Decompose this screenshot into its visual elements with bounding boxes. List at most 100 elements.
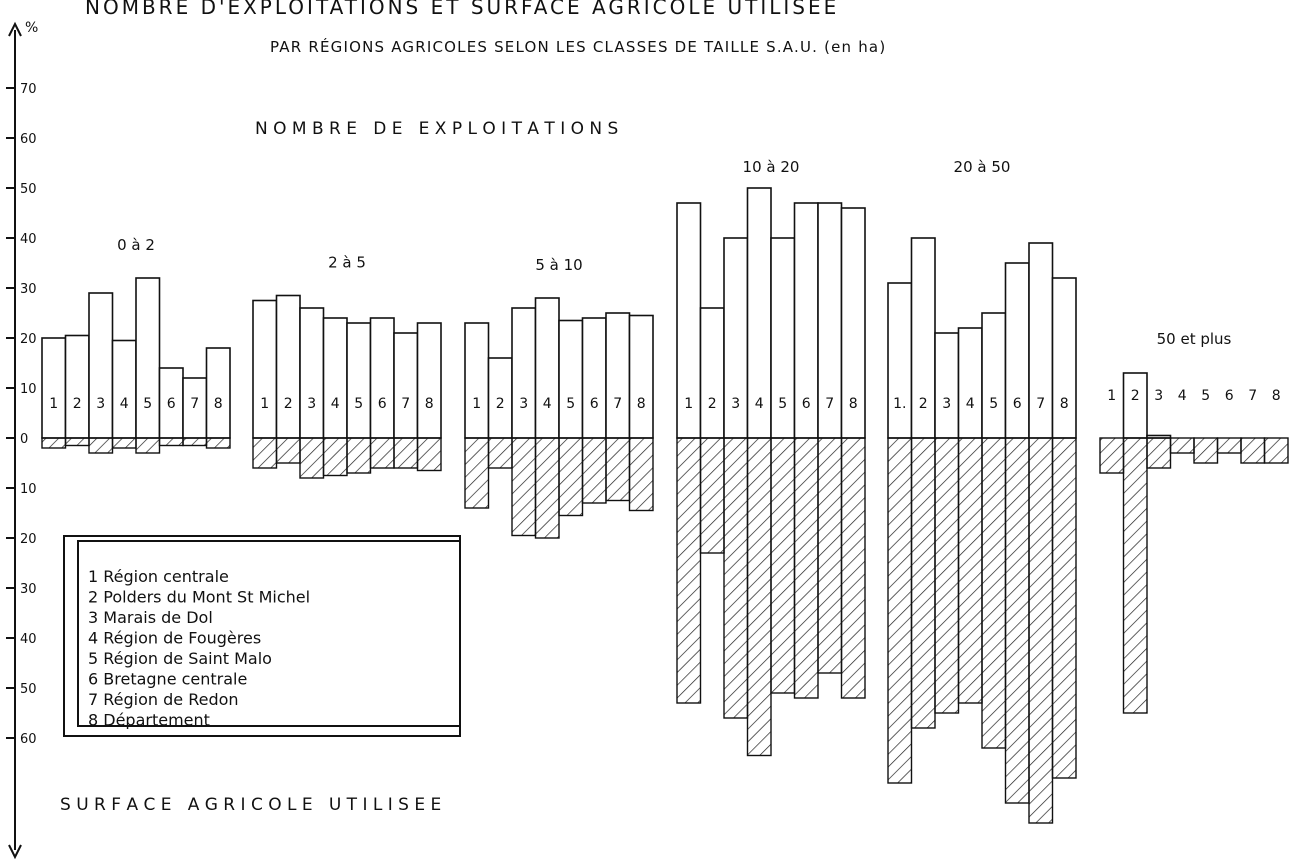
y-tick-lower-4-label: 50 [20,682,37,697]
exploitation-bar-g2-r8 [628,314,654,439]
exploitation-bar-g4-r4 [957,327,983,439]
y-tick-zero-label: 0 [20,432,28,447]
surface-bar-g5-r6 [1216,437,1242,454]
surface-bar-g2-r1 [464,437,490,509]
bar-label-g0-r1: 1 [49,396,58,412]
exploitation-bar-g1-r3 [299,307,325,439]
bar-label-g3-r6: 6 [802,396,811,412]
y-tick-upper-6-label: 70 [20,82,37,97]
bar-groups: 0 à 21 2 3 4 5 6 7 82 à 51 2 3 4 5 6 7 85 à 101 2 3 4 5 6 7 8… [41,158,1289,824]
surface-bar-g1-r5 [346,437,372,474]
surface-bar-g3-r8 [840,437,866,699]
exploitation-bar-g2-r1 [464,322,490,439]
chart-title: NOMBRE D'EXPLOITATIONS ET SURFACE AGRICO… [85,0,839,19]
exploitation-bar-g1-r6 [369,317,395,439]
bar-label-g1-r3: 3 [307,396,316,412]
surface-bar-g2-r4 [534,437,560,539]
surface-bar-g3-r1 [676,437,702,704]
upper-section-label: N O M B R E D E E X P L O I T A T I O N … [255,119,618,139]
surface-bar-g4-r3 [934,437,960,714]
exploitation-bar-g2-r5 [558,319,584,439]
bar-label-g4-r2: 2 [919,396,928,412]
legend-entry-3: 3 Marais de Dol [88,608,213,627]
bar-label-g5-r8: 8 [1272,388,1281,404]
bar-label-g1-r4: 4 [331,396,340,412]
surface-bar-g3-r6 [793,437,819,699]
surface-bar-g4-r5 [981,437,1007,749]
bar-label-g0-r4: 4 [120,396,129,412]
bar-label-g1-r2: 2 [284,396,293,412]
exploitation-bar-g2-r3 [511,307,537,439]
bar-label-g0-r3: 3 [96,396,105,412]
surface-bar-g5-r8 [1263,437,1289,464]
legend-box [77,540,461,727]
y-tick-lower-1-label: 20 [20,532,37,547]
exploitation-bar-g4-r1 [887,282,913,439]
surface-bar-g5-r4 [1169,437,1195,454]
bar-label-g3-r1: 1 [684,396,693,412]
exploitation-bar-g0-r4 [111,339,137,439]
y-tick-upper-2-label: 30 [20,282,37,297]
bar-label-g4-r6: 6 [1013,396,1022,412]
surface-bar-g1-r6 [369,437,395,469]
bar-label-g1-r7: 7 [401,396,410,412]
surface-bar-g0-r5 [135,437,161,454]
bar-label-g2-r2: 2 [496,396,505,412]
exploitation-bar-g0-r2 [64,334,90,439]
legend-entry-4: 4 Région de Fougères [88,629,261,648]
bar-label-g5-r1: 1 [1107,388,1116,404]
bar-label-g1-r6: 6 [378,396,387,412]
bar-label-g4-r5: 5 [989,396,998,412]
surface-bar-g1-r2 [275,437,301,464]
bar-label-g4-r3: 3 [942,396,951,412]
group-2: 5 à 10 1 2 3 4 5 6 7 8 [464,256,654,539]
bar-label-g2-r4: 4 [543,396,552,412]
group-3: 10 à 20 1 2 3 4 5 6 7 8 [676,158,866,757]
surface-bar-g5-r3 [1146,437,1172,469]
surface-bar-g0-r1 [41,437,67,449]
y-tick-upper-0-label: 10 [20,382,37,397]
bar-label-g2-r3: 3 [519,396,528,412]
exploitation-bar-g5-r2 [1122,372,1148,439]
surface-bar-g2-r7 [605,437,631,502]
y-tick-upper-3-label: 40 [20,232,37,247]
bar-label-g2-r7: 7 [613,396,622,412]
exploitation-bar-g1-r8 [416,322,442,439]
exploitation-bar-g2-r7 [605,312,631,439]
surface-bar-g2-r5 [558,437,584,517]
bar-label-g3-r8: 8 [849,396,858,412]
surface-bar-g5-r2 [1122,437,1148,714]
bar-label-g5-r2: 2 [1131,388,1140,404]
bar-label-g3-r4: 4 [755,396,764,412]
y-tick-lower-3-label: 40 [20,632,37,647]
group-1: 2 à 5 1 2 3 4 5 6 7 8 [252,254,442,479]
surface-bar-g2-r6 [581,437,607,504]
bar-label-g5-r7: 7 [1248,388,1257,404]
surface-bar-g2-r3 [511,437,537,537]
surface-bar-g1-r3 [299,437,325,479]
bar-label-g2-r6: 6 [590,396,599,412]
exploitation-bar-g4-r8 [1051,277,1077,439]
group-label-1: 2 à 5 [328,254,366,272]
legend-entry-1: 1 Région centrale [88,567,229,586]
exploitation-bar-g0-r3 [88,292,114,439]
surface-bar-g4-r1 [887,437,913,784]
y-axis-ticks: 0 10 20 30 40 50 60 70 10 20 30 40 50 60 [6,82,37,747]
exploitation-bar-g3-r2 [699,307,725,439]
exploitation-bar-g4-r3 [934,332,960,439]
legend-entry-7: 7 Région de Redon [88,690,239,709]
surface-bar-g4-r6 [1004,437,1030,804]
bar-label-g5-r4: 4 [1178,388,1187,404]
exploitation-bar-g1-r1 [252,299,278,439]
bar-label-g3-r2: 2 [708,396,717,412]
group-4: 20 à 50 1. 2 3 4 5 6 7 8 [887,158,1077,824]
bar-label-g3-r3: 3 [731,396,740,412]
surface-bar-g5-r1 [1099,437,1125,474]
legend: 1 Région centrale 2 Polders du Mont St Mi… [88,567,310,730]
surface-bar-g1-r1 [252,437,278,469]
surface-bar-g3-r4 [746,437,772,757]
surface-bar-g3-r7 [817,437,843,674]
exploitation-bar-g1-r7 [393,332,419,439]
surface-bar-g5-r7 [1240,437,1266,464]
surface-bar-g0-r6 [158,437,184,447]
